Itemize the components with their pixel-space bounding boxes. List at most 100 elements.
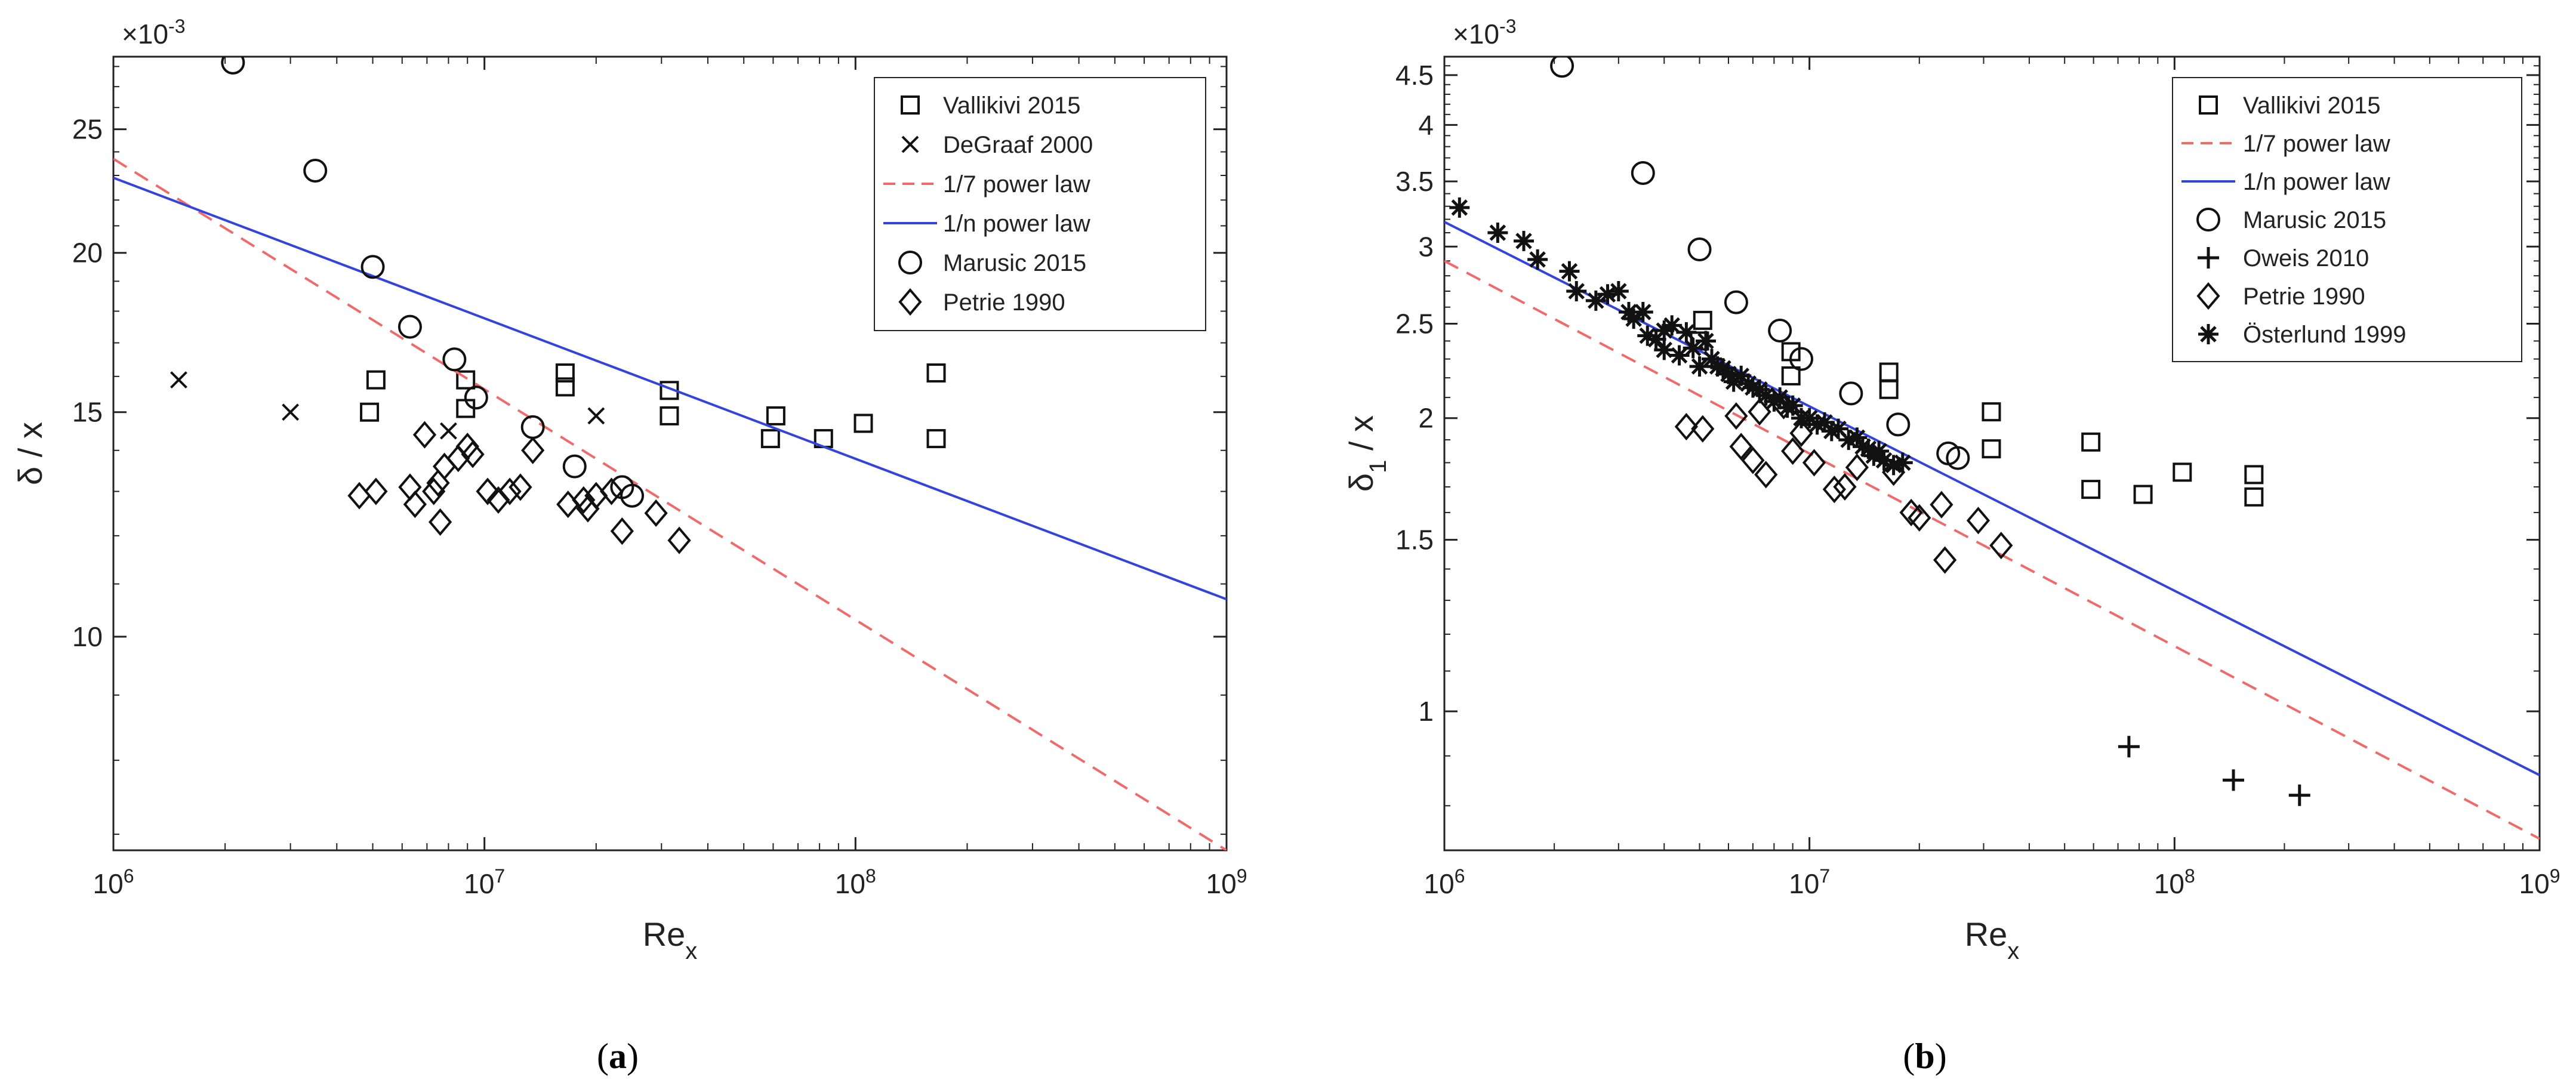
data-point: [1879, 380, 1899, 399]
data-point: [1687, 237, 1712, 262]
data-point: [1814, 412, 1835, 433]
data-point: [1623, 308, 1644, 329]
data-point: [442, 347, 467, 372]
x-tick-label: 106: [93, 865, 134, 899]
x-axis-label: Rex: [643, 915, 698, 964]
legend-item-petrie-1990: Petrie 1990: [2196, 282, 2365, 310]
data-point: [1838, 430, 1859, 451]
data-point: [1691, 415, 1715, 443]
plot-area: [1444, 57, 2540, 840]
data-point: [2133, 485, 2153, 504]
data-point: [1676, 322, 1697, 343]
x-tick-label: 108: [2154, 865, 2195, 899]
data-point: [1853, 436, 1874, 457]
y-tick-label: 15: [72, 397, 103, 428]
y-tick-label: 4.5: [1395, 60, 1434, 91]
data-point: [926, 429, 946, 449]
y-multiplier: ×10-3: [122, 16, 185, 50]
plot-area: [113, 57, 1227, 850]
data-point: [1892, 452, 1913, 473]
legend-swatch: [898, 251, 922, 274]
data-point: [1839, 381, 1863, 406]
data-point: [1822, 476, 1846, 504]
legend-label: Marusic 2015: [2243, 207, 2386, 233]
legend: Vallikivi 2015 1/7 power law 1/n power law…: [2172, 77, 2522, 362]
data-point: [398, 314, 422, 339]
data-point: [1782, 395, 1803, 416]
data-point: [1781, 366, 1801, 385]
x-tick-label: 109: [1206, 865, 1247, 899]
data-point: [1828, 418, 1849, 439]
data-point: [360, 402, 380, 422]
legend-label: Vallikivi 2015: [2243, 92, 2381, 119]
data-point: [1777, 397, 1798, 418]
legend-swatch: [2196, 208, 2220, 232]
x-tick-label: 107: [1789, 865, 1830, 899]
data-point: [498, 477, 522, 505]
data-point: [766, 406, 785, 425]
legend: Vallikivi 2015 DeGraaf 2000 1/7 power law 1…: [874, 77, 1206, 331]
data-point: [1637, 325, 1658, 346]
data-point: [1946, 446, 1970, 470]
panel-caption: (a): [597, 1036, 639, 1076]
legend-label: Vallikivi 2015: [943, 92, 1081, 119]
legend-item-vallikivi-2015: Vallikivi 2015: [901, 92, 1081, 119]
data-point: [1845, 453, 1869, 482]
data-point: [1674, 412, 1699, 441]
y-tick-label: 2.5: [1395, 308, 1434, 340]
data-point: [464, 385, 488, 410]
series-1-7-power-law: [1444, 260, 2540, 840]
data-point: [1989, 532, 2013, 560]
legend-swatch: [901, 95, 920, 115]
data-point: [412, 421, 437, 449]
legend-swatch: [898, 288, 922, 316]
data-point: [1631, 161, 1655, 185]
legend-swatch: [2199, 95, 2218, 115]
legend-box: [2172, 77, 2522, 362]
series-oweis-2010: [2118, 736, 2310, 806]
data-point: [1933, 546, 1957, 574]
data-point: [660, 406, 679, 425]
data-point: [1693, 310, 1712, 330]
data-point: [461, 440, 485, 468]
data-point: [1550, 57, 1574, 78]
data-point: [1449, 197, 1470, 218]
series-vallikivi-2015: [360, 363, 946, 449]
data-point: [1741, 446, 1765, 474]
data-point: [221, 57, 245, 75]
data-point: [1781, 437, 1805, 465]
x-tick-label: 108: [835, 865, 876, 899]
legend-item-degraaf-2000: DeGraaf 2000: [901, 132, 1093, 158]
legend-label: Österlund 1999: [2243, 322, 2406, 348]
data-point: [2288, 784, 2310, 806]
y-multiplier: ×10-3: [1453, 16, 1516, 50]
data-point: [1707, 356, 1728, 377]
data-point: [555, 377, 575, 397]
y-tick-label: 10: [72, 621, 103, 652]
legend-item-petrie-1990: Petrie 1990: [898, 288, 1065, 316]
chart-a: 106 107 108 109 10 15 20 25 ×10-3 Rex δ / x Valliki…: [11, 16, 1247, 1076]
data-point: [1527, 249, 1548, 270]
data-point: [440, 422, 457, 440]
data-point: [1879, 362, 1899, 382]
data-point: [1883, 455, 1904, 476]
legend-swatch: [2196, 282, 2220, 310]
data-point: [366, 370, 386, 390]
data-point: [2173, 462, 2192, 482]
legend-item-marusic-2015: Marusic 2015: [898, 250, 1086, 276]
y-axis: 1 1.5 2 2.5 3 3.5 4 4.5: [1395, 56, 2540, 807]
data-point: [1559, 261, 1580, 282]
y-tick-label: 1: [1418, 696, 1434, 727]
legend-item-1-7-power-law: 1/7 power law: [2181, 131, 2390, 157]
legend-item-1-n-power-law: 1/n power law: [883, 211, 1090, 237]
chart-b: 106 107 108 109 1 1.5 2 2.5 3 3.5 4 4.5 ×10-3 Rex δ1 /…: [1342, 16, 2560, 1076]
data-point: [1754, 461, 1778, 489]
data-point: [1632, 301, 1653, 322]
series-marusic-2015: [221, 57, 645, 508]
series-degraaf-2000: [170, 371, 605, 440]
data-point: [2118, 736, 2140, 758]
data-point: [610, 517, 634, 545]
data-point: [1669, 345, 1690, 366]
plot-frame: [1443, 55, 2541, 851]
